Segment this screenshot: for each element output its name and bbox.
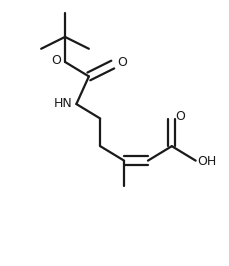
Text: O: O [51,54,61,67]
Text: OH: OH [196,155,215,168]
Text: HN: HN [54,97,72,110]
Text: O: O [116,56,126,69]
Text: O: O [175,110,185,123]
